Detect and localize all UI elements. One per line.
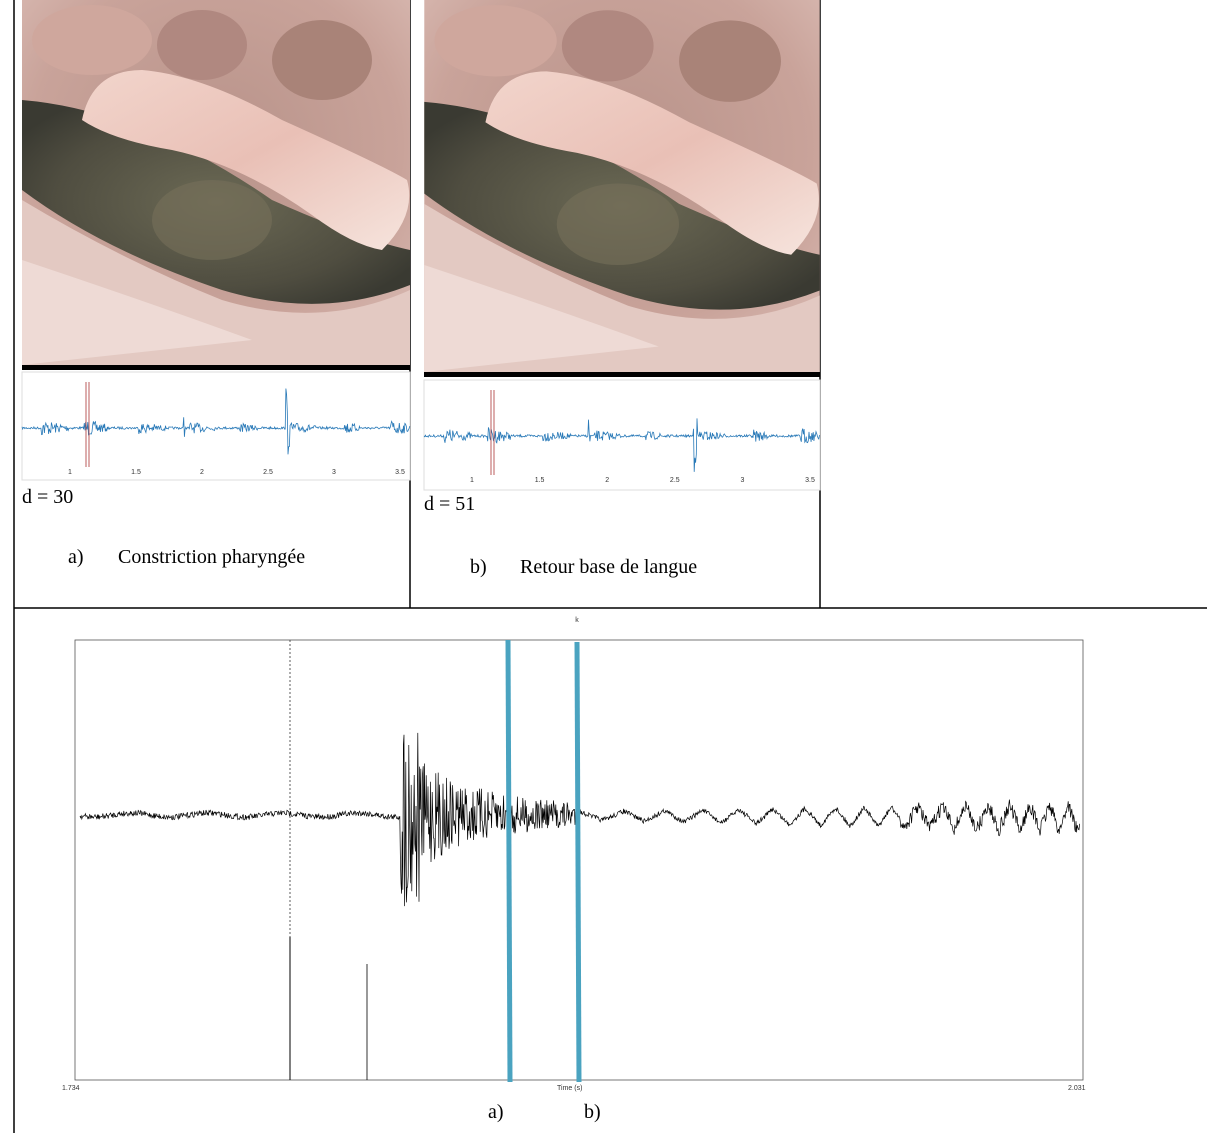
- mini-waveform-frame: [423, 379, 821, 491]
- axis-tick-label: 2.5: [263, 469, 273, 476]
- x-axis-label: Time (s): [557, 1085, 582, 1092]
- axis-tick-label: 2.5: [670, 477, 680, 484]
- plot-title: k: [575, 617, 579, 624]
- signal: [21, 388, 411, 455]
- x-end-label: 2.031: [1068, 1085, 1086, 1092]
- marker-line: [574, 641, 582, 1083]
- image-border: [424, 372, 820, 377]
- caption: Retour base de langue: [520, 556, 697, 578]
- x-start-label: 1.734: [62, 1085, 80, 1092]
- axis-tick-label: 3: [332, 469, 336, 476]
- caption: Constriction pharyngée: [118, 546, 305, 568]
- marker-label: a): [488, 1101, 504, 1123]
- marker-line: [505, 639, 513, 1083]
- mini-waveform-frame: [21, 371, 411, 481]
- endoscopy-image: [424, 0, 820, 372]
- endoscopy-image: [22, 0, 410, 365]
- axis-tick-label: 1: [68, 469, 72, 476]
- axis-tick-label: 1: [470, 477, 474, 484]
- axis-tick-label: 1.5: [131, 469, 141, 476]
- mini-waveform: 1 1.5 2 2.5 3 3.5: [21, 382, 411, 476]
- caption-letter: a): [68, 546, 84, 568]
- axis-tick-label: 3.5: [805, 477, 815, 484]
- mini-waveform: 1 1.5 2 2.5 3 3.5: [423, 390, 820, 484]
- axis-tick-label: 3: [740, 477, 744, 484]
- marker-label: b): [584, 1101, 601, 1123]
- d-label: d = 30: [22, 486, 73, 508]
- image-border: [22, 365, 410, 370]
- axis-tick-label: 3.5: [395, 469, 405, 476]
- axis-tick-label: 2: [605, 477, 609, 484]
- axis-tick-label: 2: [200, 469, 204, 476]
- table-rules: [13, 0, 1207, 1133]
- d-label: d = 51: [424, 493, 475, 515]
- caption-letter: b): [470, 556, 487, 578]
- axis-tick-label: 1.5: [535, 477, 545, 484]
- signal: [423, 418, 820, 472]
